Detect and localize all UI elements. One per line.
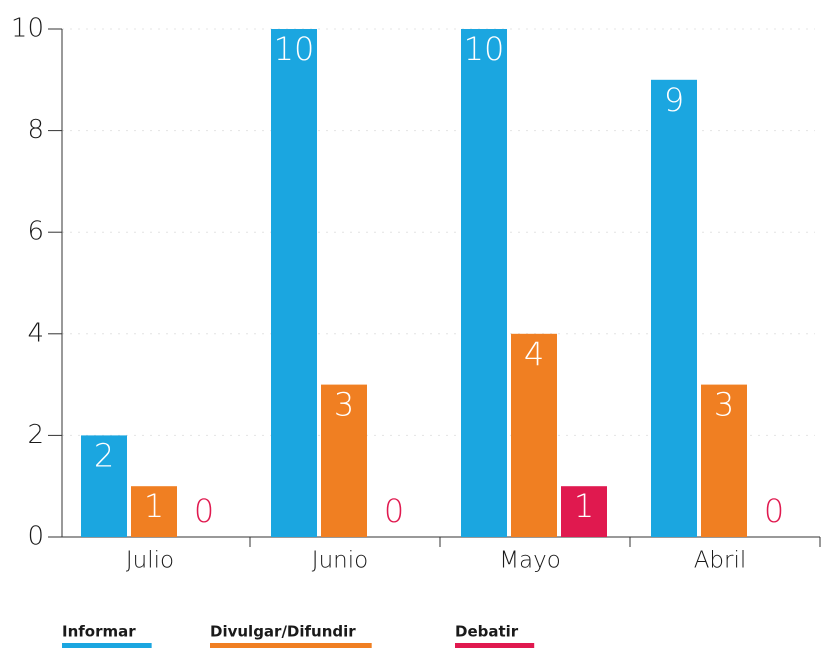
legend-swatch: [62, 643, 152, 648]
x-tick-label: Junio: [312, 548, 368, 574]
value-label: 0: [384, 492, 404, 530]
legend-label: Divulgar/Difundir: [210, 623, 356, 641]
y-tick-label: 6: [27, 217, 44, 247]
y-tick-label: 2: [27, 420, 44, 450]
bar: [511, 333, 557, 537]
bar: [561, 486, 607, 537]
legend-label: Informar: [62, 623, 136, 641]
value-label: 9: [664, 81, 684, 119]
x-tick-label: Mayo: [499, 548, 561, 574]
bar: [131, 486, 177, 537]
bar: [271, 29, 317, 537]
bar: [81, 435, 127, 537]
bar: [651, 79, 697, 538]
legend-label: Debatir: [455, 623, 519, 641]
legend-swatch: [210, 643, 372, 648]
bar: [321, 384, 367, 537]
value-label: 1: [144, 487, 164, 525]
value-label: 3: [714, 386, 734, 424]
y-tick-label: 4: [27, 318, 44, 348]
value-label: 10: [274, 30, 315, 68]
x-tick-label: Abril: [694, 548, 747, 574]
bar: [461, 29, 507, 537]
y-tick-label: 0: [27, 522, 44, 552]
legend-swatch: [455, 643, 535, 648]
value-label: 3: [334, 386, 354, 424]
value-label: 4: [524, 335, 544, 373]
value-label: 0: [194, 492, 214, 530]
y-tick-label: 10: [11, 14, 44, 44]
value-label: 1: [574, 487, 594, 525]
bar: [701, 384, 747, 537]
value-label: 2: [94, 436, 114, 474]
value-label: 0: [764, 492, 784, 530]
x-tick-label: Julio: [126, 548, 174, 574]
value-label: 10: [464, 30, 505, 68]
y-tick-label: 8: [27, 115, 44, 145]
